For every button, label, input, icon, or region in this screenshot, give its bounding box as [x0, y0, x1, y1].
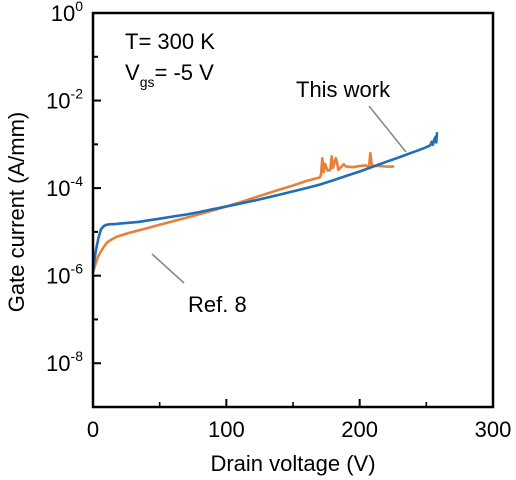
series-line-ref-8	[91, 151, 395, 274]
vgs-prefix: V	[125, 60, 140, 85]
annotation-ref-8: Ref. 8	[188, 292, 247, 317]
leader-lines	[151, 105, 407, 284]
temperature-label: T= 300 K	[125, 29, 215, 54]
y-tick-label: 10-6	[46, 261, 83, 289]
x-tick-label: 300	[475, 417, 512, 442]
x-tick-label: 100	[208, 417, 245, 442]
y-tick-label: 10-4	[46, 173, 83, 201]
series-layer	[91, 131, 439, 274]
axis-ticks: 0 100 200 300 10-8 10-6 10-4 10-2 100	[46, 0, 511, 442]
y-tick-label: 100	[51, 0, 83, 26]
y-tick-label: 10-8	[46, 348, 83, 376]
vgs-subscript: gs	[140, 74, 155, 90]
leader-line-this-work	[368, 105, 407, 153]
leader-line-ref-8	[151, 253, 185, 284]
series-line-this-work	[91, 131, 439, 274]
x-axis-title: Drain voltage (V)	[210, 451, 375, 476]
x-tick-label: 0	[87, 417, 99, 442]
annotation-this-work: This work	[296, 77, 391, 102]
x-tick-label: 200	[341, 417, 378, 442]
y-axis-title: Gate current (A/mm)	[4, 112, 29, 312]
vgs-label: Vgs= -5 V	[125, 60, 214, 90]
y-tick-label: 10-2	[46, 86, 83, 114]
vgs-value: = -5 V	[154, 60, 214, 85]
